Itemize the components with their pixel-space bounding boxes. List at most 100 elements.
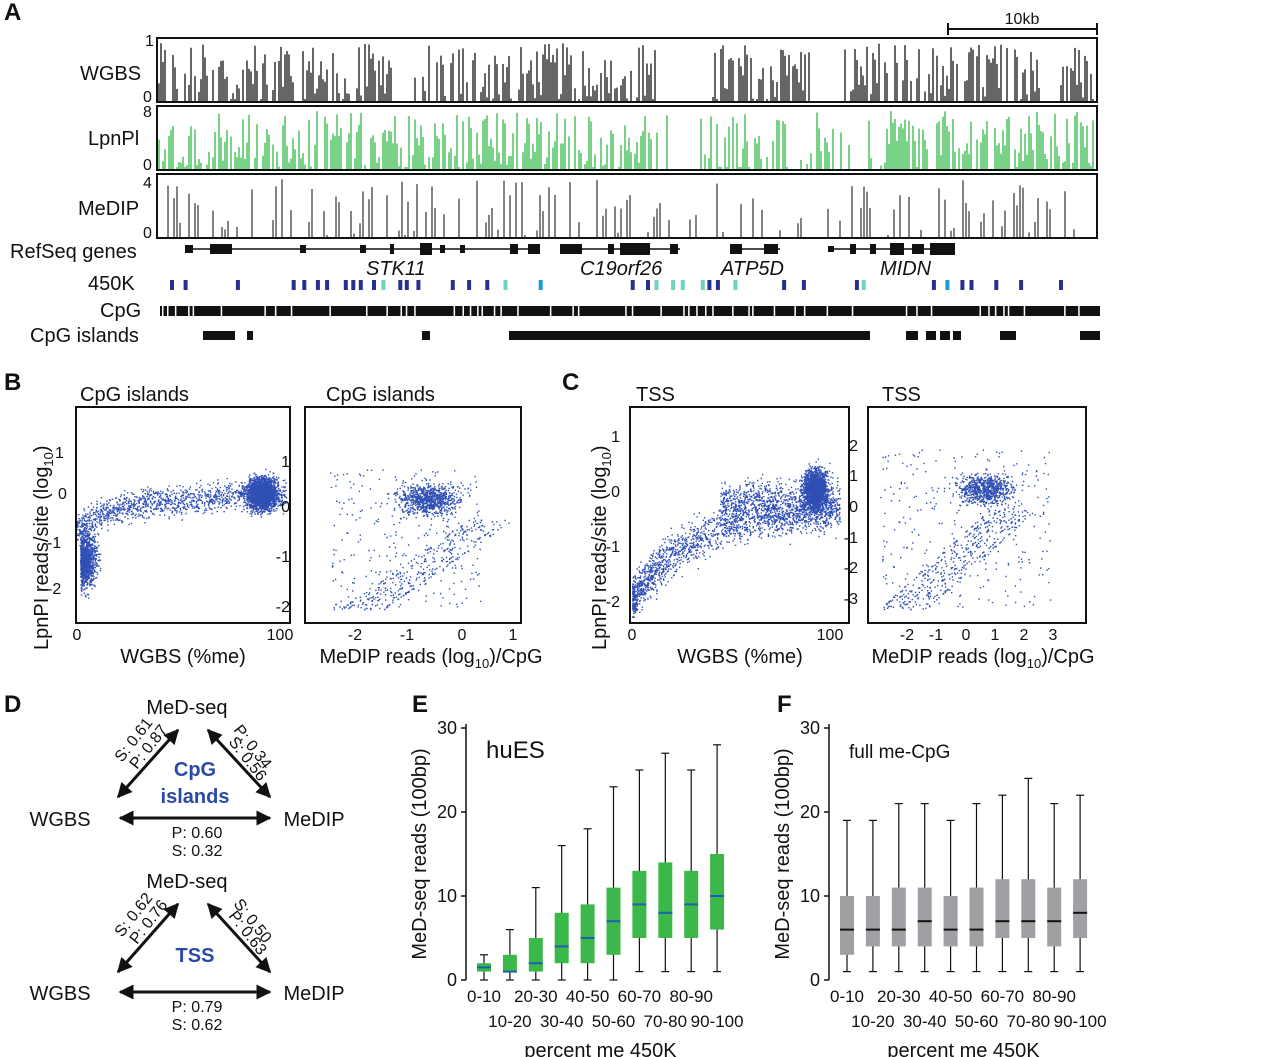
x-tick-label: 80-90 (669, 987, 712, 1006)
x-tick-label: 40-50 (566, 987, 609, 1006)
cpg-gap (517, 306, 519, 316)
cpg-gap (469, 306, 472, 316)
probe-450k (503, 280, 508, 290)
panel-c-right-ytick: -1 (844, 530, 858, 547)
probe-450k (931, 280, 936, 290)
cpg-gap (329, 306, 331, 316)
row-cpg-islands-label: CpG islands (30, 325, 139, 347)
cpg-gap (188, 306, 190, 316)
node-medip: MeDIP (283, 983, 344, 1005)
probe-450k (707, 280, 712, 290)
triangle-center-label: CpG (174, 759, 216, 781)
row-450k-probes (170, 280, 1063, 290)
panel-b-right-frame (304, 406, 522, 624)
x-tick-label: 0-10 (830, 987, 864, 1006)
probe-450k (315, 280, 320, 290)
x-tick-label: 10-20 (851, 1012, 894, 1031)
track-medip-frame (156, 173, 1098, 239)
cpg-gap (683, 306, 685, 316)
probe-450k (1019, 280, 1024, 290)
gene-models (185, 243, 955, 255)
panel-b-left-ytick: 0 (58, 486, 67, 503)
track-lpnpl-ymin: 0 (143, 157, 152, 174)
panel-b-right-scatter (330, 469, 510, 611)
panel-c-left-xlabel: WGBS (%me) (677, 646, 803, 668)
panel-d-letter: D (4, 691, 21, 718)
panel-c-left-ytick: 1 (611, 429, 620, 446)
inset-title: full me-CpG (849, 742, 950, 763)
panel-b-left-xtick: 100 (267, 627, 294, 644)
panel-b-right-xtick: 0 (458, 627, 467, 644)
panel-c-right-xtick: 1 (991, 627, 1000, 644)
probe-450k (945, 280, 950, 290)
probe-450k (538, 280, 543, 290)
box (554, 912, 569, 964)
cpg-gap (386, 306, 388, 316)
box (1047, 887, 1062, 947)
panel-c-right-xtick: 3 (1049, 627, 1058, 644)
track-lpnpl-label: LpnPl (88, 128, 139, 150)
panel-c-right-scatter (880, 449, 1052, 611)
probe-450k (183, 280, 188, 290)
cpg-gap (174, 306, 177, 316)
track-medip-label: MeDIP (78, 198, 139, 220)
cpg-gap (167, 306, 169, 316)
panel-c-right-ytick: -3 (844, 591, 858, 608)
cpg-gap (577, 306, 580, 316)
x-tick-label: 70-80 (644, 1012, 687, 1031)
panel-c-right-ytick: -2 (844, 560, 858, 577)
box (840, 896, 854, 955)
sc-c-left-points (632, 458, 842, 618)
box (528, 938, 543, 972)
row-cpg-islands (203, 331, 1100, 340)
cpg-gap (752, 306, 754, 316)
track-lpnpl-frame (156, 105, 1098, 171)
probe-450k (291, 280, 296, 290)
panel-b-left-title: CpG islands (80, 384, 189, 406)
track-wgbs-label: WGBS (80, 63, 141, 85)
probe-450k (646, 280, 650, 290)
probe-450k (782, 280, 787, 290)
node-medseq: MeD-seq (146, 697, 227, 719)
panel-c-right-xtick: -1 (929, 627, 943, 644)
y-tick-label: 20 (437, 802, 457, 822)
panel-c-right-xtick: 2 (1020, 627, 1029, 644)
x-tick-label: 50-60 (592, 1012, 635, 1031)
box (943, 896, 958, 947)
y-tick-label: 0 (447, 970, 457, 990)
panel-b-left-xtick: 0 (73, 627, 82, 644)
x-tick-label: 30-40 (540, 1012, 583, 1031)
cpg-gap (930, 306, 933, 316)
panel-b-right-ytick: -1 (276, 549, 290, 566)
x-tick-label: 10-20 (488, 1012, 531, 1031)
cpg-gap (481, 306, 483, 316)
cpg-gap (1003, 306, 1005, 316)
cpg-gap (1078, 306, 1080, 316)
box (995, 879, 1010, 938)
track-medip-ymax: 4 (143, 175, 152, 192)
x-tick-label: 0-10 (467, 987, 501, 1006)
panel-b-left-ytick: 1 (55, 445, 64, 462)
cpg-gap (1064, 306, 1066, 316)
track-lpnpl-bars (158, 111, 1094, 169)
gene-label-c19orf26: C19orf26 (580, 258, 663, 280)
panel-c-right-title: TSS (882, 384, 921, 406)
probe-450k (630, 280, 635, 290)
cpg-gap (826, 306, 829, 316)
y-tick-label: 0 (810, 970, 820, 990)
box (917, 887, 932, 947)
cpg-gap (851, 306, 854, 316)
panel-b-left-scatter (76, 468, 288, 599)
cpg-gap (688, 306, 690, 316)
panel-b-right-ytick: 1 (281, 454, 290, 471)
probe-450k (235, 280, 240, 290)
probe-450k (854, 280, 859, 290)
y-tick-label: 10 (800, 886, 820, 906)
probe-450k (325, 280, 330, 290)
panel-b-left-ytick: -1 (47, 535, 61, 552)
edge-label-bottom: S: 0.62 (172, 1017, 223, 1034)
box (891, 887, 906, 947)
track-wgbs-ymin: 0 (143, 89, 152, 106)
cpg-gap (264, 306, 266, 316)
